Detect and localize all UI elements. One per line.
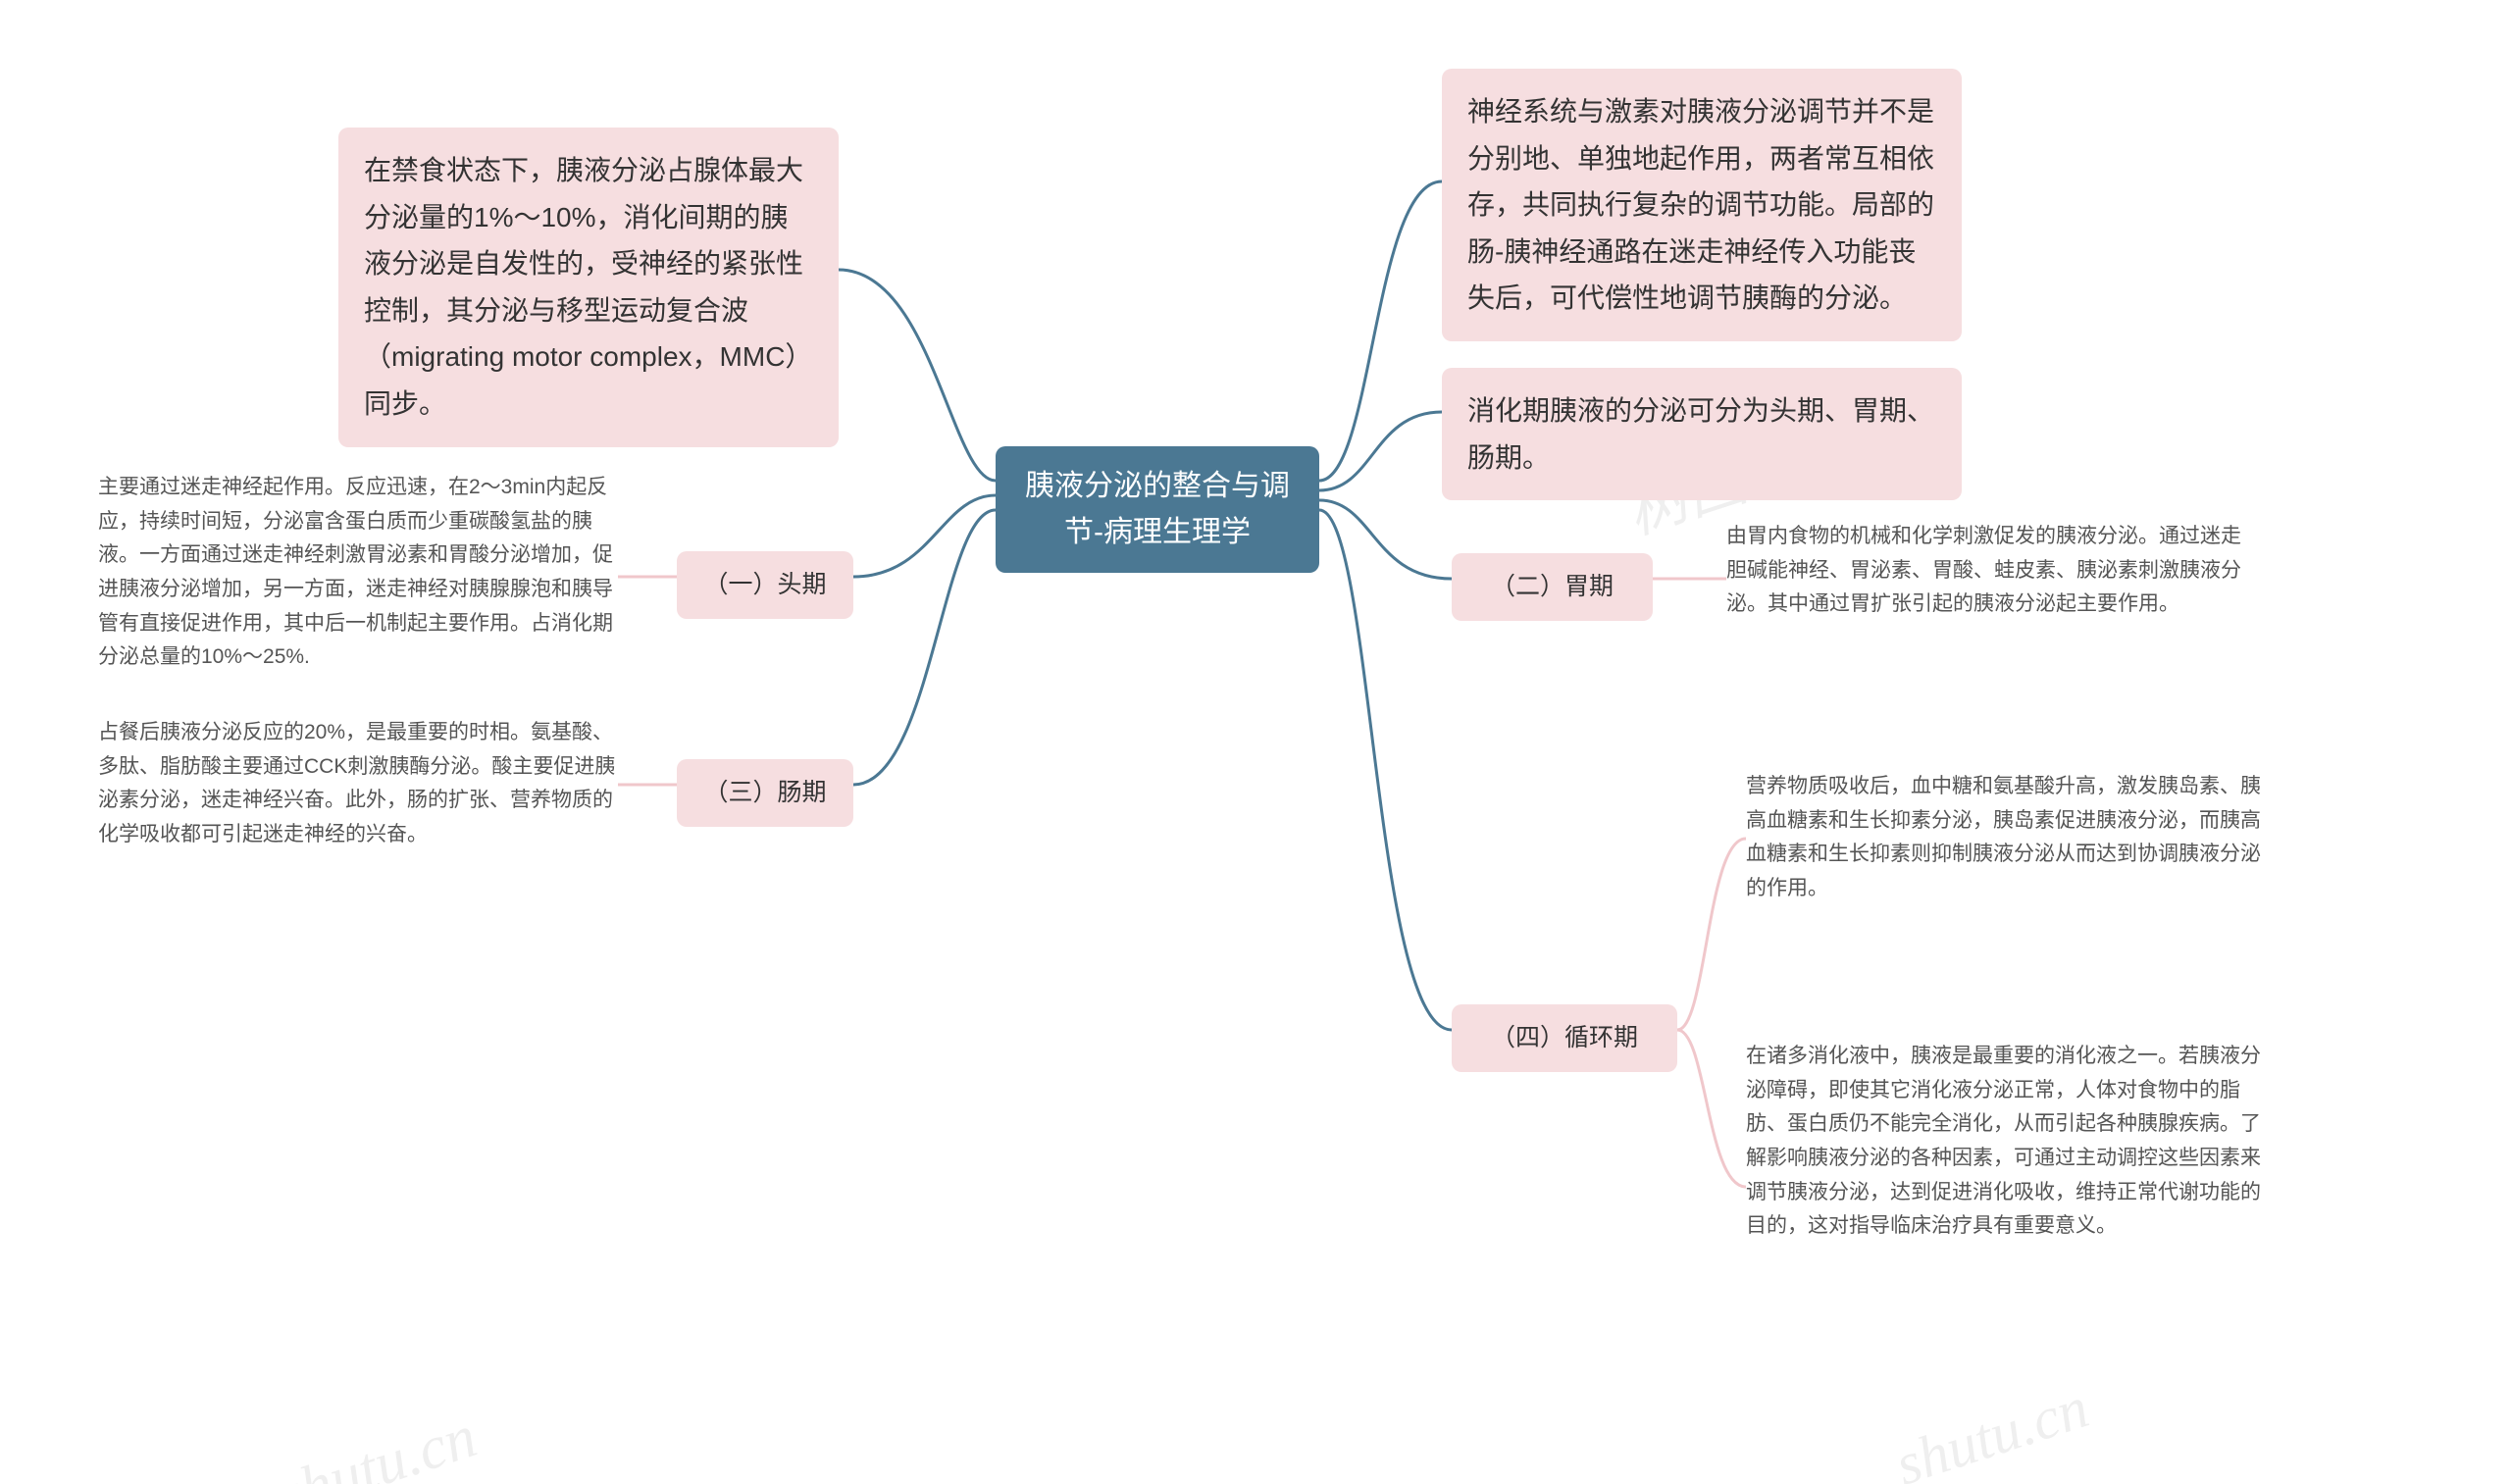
- phase4-label: （四）循环期: [1452, 1004, 1677, 1072]
- phase1-text: 主要通过迷走神经起作用。反应迅速，在2～3min内起反应，持续时间短，分泌富含蛋…: [98, 471, 618, 675]
- left-intro: 在禁食状态下，胰液分泌占腺体最大分泌量的1%～10%，消化间期的胰液分泌是自发性…: [338, 128, 839, 447]
- right-intro1: 神经系统与激素对胰液分泌调节并不是分别地、单独地起作用，两者常互相依存，共同执行…: [1442, 69, 1962, 341]
- phase4-text1: 营养物质吸收后，血中糖和氨基酸升高，激发胰岛素、胰高血糖素和生长抑素分泌，胰岛素…: [1746, 770, 2266, 906]
- phase2-label: （二）胃期: [1452, 553, 1653, 621]
- root-node: 胰液分泌的整合与调节-病理生理学: [996, 446, 1319, 573]
- watermark: shutu.cn: [269, 1403, 485, 1484]
- phase3-label: （三）肠期: [677, 759, 853, 827]
- phase4-text2: 在诸多消化液中，胰液是最重要的消化液之一。若胰液分泌障碍，即使其它消化液分泌正常…: [1746, 1040, 2266, 1244]
- watermark: shutu.cn: [1887, 1374, 2096, 1484]
- right-intro2: 消化期胰液的分泌可分为头期、胃期、肠期。: [1442, 368, 1962, 500]
- phase1-label: （一）头期: [677, 551, 853, 619]
- phase3-text: 占餐后胰液分泌反应的20%，是最重要的时相。氨基酸、多肽、脂肪酸主要通过CCK刺…: [98, 716, 618, 852]
- phase2-text: 由胃内食物的机械和化学刺激促发的胰液分泌。通过迷走胆碱能神经、胃泌素、胃酸、蛙皮…: [1726, 520, 2246, 622]
